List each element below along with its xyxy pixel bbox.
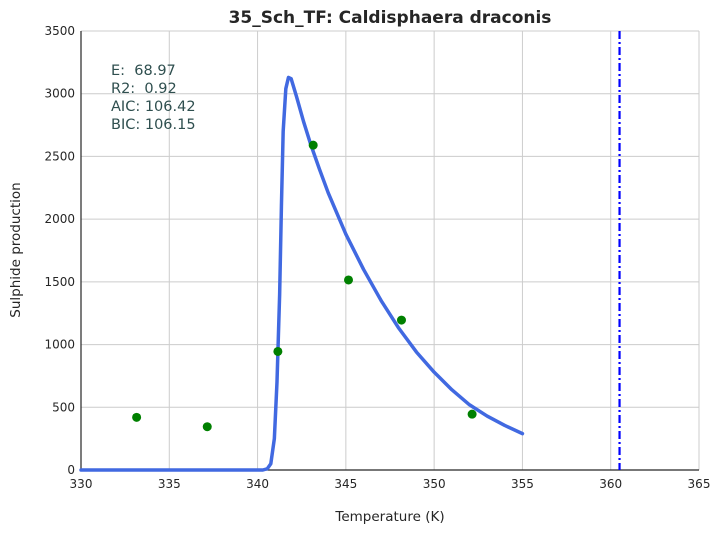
- data-point: [344, 275, 354, 285]
- fit-curve-layer: [79, 75, 525, 472]
- grid-lines: [80, 30, 700, 471]
- y-tick-label: 1500: [44, 275, 75, 289]
- y-tick-label: 0: [67, 463, 75, 477]
- x-axis-label: Temperature (K): [334, 509, 444, 525]
- x-tick-label: 365: [688, 477, 711, 491]
- fit-curve: [79, 75, 525, 472]
- y-tick-label: 500: [52, 400, 75, 414]
- fit-stat-line: BIC: 106.15: [111, 117, 196, 133]
- data-point: [202, 422, 212, 432]
- x-tick-label: 335: [158, 477, 181, 491]
- fit-stat-line: R2: 0.92: [111, 81, 177, 97]
- y-tick-label: 2000: [44, 212, 75, 226]
- fit-statistics: E: 68.97 R2: 0.92 AIC: 106.42 BIC: 106.15: [111, 63, 196, 133]
- x-tick-label: 355: [511, 477, 534, 491]
- y-tick-label: 2500: [44, 149, 75, 163]
- x-tick-label: 360: [599, 477, 622, 491]
- fit-stat-line: AIC: 106.42: [111, 99, 196, 115]
- data-point: [132, 412, 142, 422]
- data-points: [132, 140, 477, 432]
- y-tick-label: 3000: [44, 87, 75, 101]
- y-axis-label: Sulphide production: [8, 182, 24, 317]
- y-tick-label: 1000: [44, 338, 75, 352]
- x-tick-label: 330: [70, 477, 93, 491]
- x-tick-label: 340: [246, 477, 269, 491]
- data-point: [273, 346, 283, 356]
- data-point: [396, 315, 406, 325]
- x-tick-label: 345: [334, 477, 357, 491]
- chart-title: 35_Sch_TF: Caldisphaera draconis: [229, 8, 552, 28]
- data-point: [308, 140, 318, 150]
- data-point: [467, 409, 477, 419]
- x-tick-label: 350: [423, 477, 446, 491]
- fit-stat-line: E: 68.97: [111, 63, 176, 79]
- tick-labels: 330 335 340 345 350 355 360 365 0 500 1000 1500 2000…: [44, 24, 710, 491]
- y-tick-label: 3500: [44, 24, 75, 38]
